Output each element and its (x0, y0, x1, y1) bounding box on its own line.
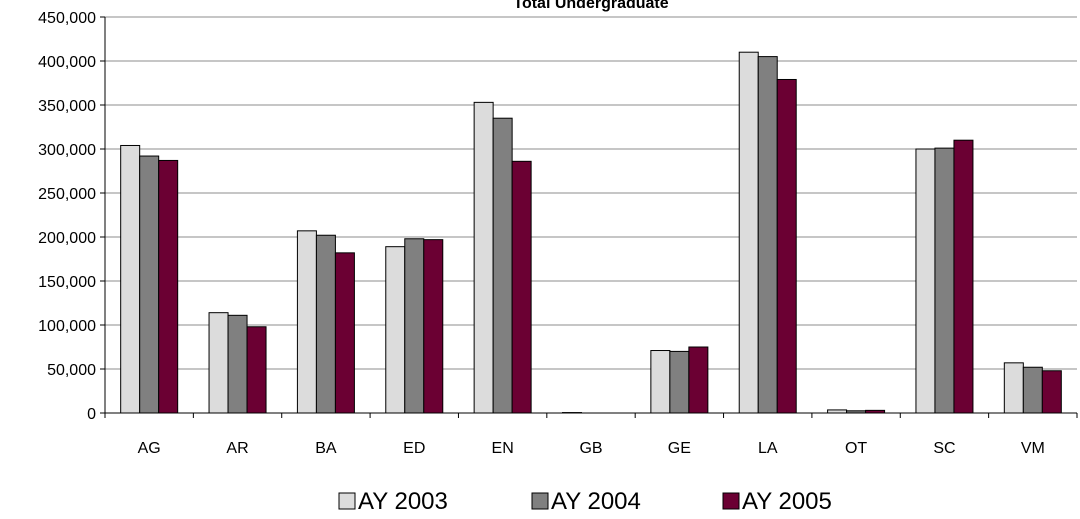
legend-swatch (338, 492, 356, 510)
bars (120, 51, 1062, 414)
bar-ar-ay-2003 (208, 312, 229, 414)
x-tick-label: LA (758, 440, 778, 457)
y-tick-label: 0 (87, 406, 96, 423)
y-tick-label: 200,000 (38, 230, 96, 247)
bar-en-ay-2004 (492, 117, 513, 414)
bar-ba-ay-2003 (296, 230, 317, 414)
legend: AY 2003 AY 2004 AY 2005 (338, 488, 832, 515)
legend-label: AY 2004 (551, 488, 641, 515)
y-tick-label: 150,000 (38, 274, 96, 291)
bar-en-ay-2003 (473, 101, 494, 414)
y-axis-ticks: 0 50,000 100,000 150,000 200,000 250,000 300,0… (38, 10, 105, 423)
legend-swatch (722, 492, 740, 510)
bar-ed-ay-2004 (404, 238, 425, 414)
axes (104, 17, 1077, 414)
bar-sc-ay-2003 (915, 148, 936, 414)
bar-ge-ay-2004 (669, 350, 690, 414)
y-tick-label: 100,000 (38, 318, 96, 335)
y-tick-label: 300,000 (38, 142, 96, 159)
bar-ed-ay-2003 (385, 246, 406, 414)
bar-vm-ay-2003 (1003, 362, 1024, 414)
bar-sc-ay-2004 (934, 147, 955, 414)
bar-vm-ay-2005 (1041, 370, 1062, 414)
x-tick-label: OT (845, 440, 867, 457)
bar-la-ay-2003 (738, 51, 759, 414)
bar-en-ay-2005 (511, 160, 532, 414)
bar-la-ay-2004 (757, 56, 778, 414)
x-tick-label: ED (403, 440, 425, 457)
x-tick-label: BA (315, 440, 337, 457)
y-tick-label: 250,000 (38, 186, 96, 203)
bar-sc-ay-2005 (953, 139, 974, 414)
bar-ar-ay-2005 (246, 326, 267, 414)
x-axis-ticks: AG AR BA ED EN GB GE LA OT SC VM (104, 413, 1078, 457)
x-tick-label: GB (579, 440, 602, 457)
x-tick-label: AR (226, 440, 248, 457)
y-tick-label: 50,000 (47, 362, 96, 379)
bar-vm-ay-2004 (1022, 366, 1043, 414)
y-tick-label: 350,000 (38, 98, 96, 115)
bar-ba-ay-2005 (334, 252, 355, 414)
y-tick-label: 400,000 (38, 54, 96, 71)
y-tick-label: 450,000 (38, 10, 96, 27)
legend-swatch (531, 492, 549, 510)
chart-title: Total Undergraduate (513, 0, 668, 12)
bar-ba-ay-2004 (315, 234, 336, 414)
x-tick-label: VM (1021, 440, 1045, 457)
x-tick-label: EN (492, 440, 514, 457)
bar-la-ay-2005 (776, 78, 797, 414)
bar-ed-ay-2005 (423, 239, 444, 414)
x-tick-label: GE (668, 440, 691, 457)
bar-ag-ay-2004 (139, 155, 160, 414)
legend-label: AY 2005 (742, 488, 832, 515)
legend-label: AY 2003 (358, 488, 448, 515)
x-tick-label: SC (933, 440, 955, 457)
bar-ag-ay-2003 (120, 144, 141, 414)
bar-ag-ay-2005 (158, 159, 179, 414)
bar-ge-ay-2005 (688, 346, 709, 414)
bar-ar-ay-2004 (227, 314, 248, 414)
bar-ge-ay-2003 (650, 350, 671, 414)
x-tick-label: AG (138, 440, 161, 457)
gridlines (105, 16, 1077, 370)
